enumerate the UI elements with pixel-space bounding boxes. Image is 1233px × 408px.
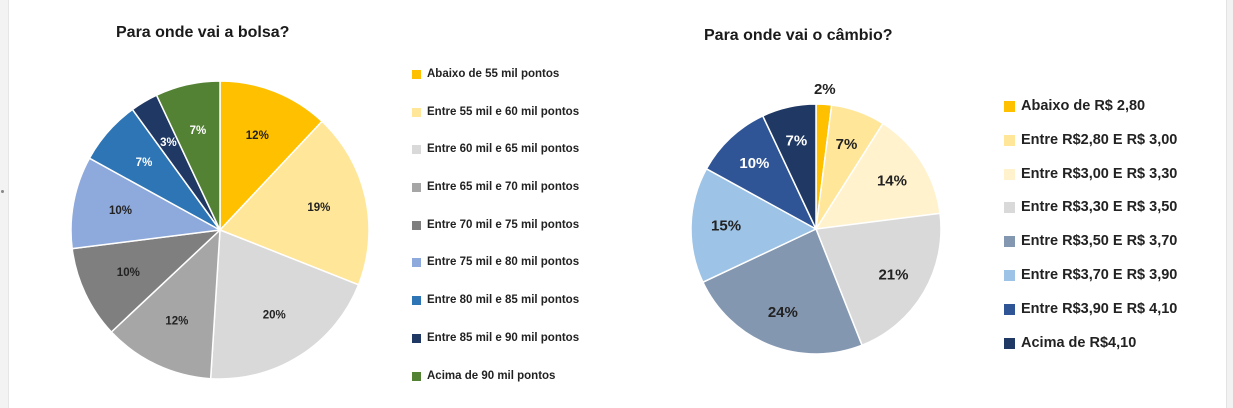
bolsa-legend-item-2: Entre 60 mil e 65 mil pontos xyxy=(412,143,579,181)
cambio-legend-label-2: Entre R$3,00 E R$ 3,30 xyxy=(1021,165,1178,182)
cambio-slice-3 xyxy=(814,212,942,347)
cambio-slice-6 xyxy=(705,114,818,231)
cambio-slice-5 xyxy=(690,167,818,284)
cambio-slice-label-3: 21% xyxy=(878,266,908,283)
bolsa-legend-label-5: Entre 75 mil e 80 mil pontos xyxy=(427,256,580,269)
cambio-legend-label-7: Acima de R$4,10 xyxy=(1021,334,1137,351)
gutter-marker xyxy=(1,190,4,193)
cambio-slice-label-4: 24% xyxy=(768,304,798,321)
cambio-legend-item-3: Entre R$3,30 E R$ 3,50 xyxy=(1004,199,1177,233)
bolsa-legend-item-6: Entre 80 mil e 85 mil pontos xyxy=(412,294,579,332)
bolsa-legend-item-0: Abaixo de 55 mil pontos xyxy=(412,68,579,106)
bolsa-legend-swatch-5 xyxy=(412,258,421,268)
cambio-slice-label-0: 2% xyxy=(814,81,836,98)
bolsa-slice-label-8: 7% xyxy=(190,125,207,137)
left-gutter xyxy=(0,0,9,408)
bolsa-slice-label-0: 12% xyxy=(246,130,269,142)
bolsa-slice-label-1: 19% xyxy=(307,202,330,214)
cambio-legend-swatch-1 xyxy=(1004,134,1015,146)
bolsa-slice-label-6: 7% xyxy=(136,157,153,169)
cambio-slice-label-6: 10% xyxy=(739,155,769,172)
cambio-slice-label-1: 7% xyxy=(836,136,858,153)
chart-title-bolsa: Para onde vai a bolsa? xyxy=(116,24,290,41)
bolsa-legend-swatch-4 xyxy=(412,220,421,230)
bolsa-legend-label-3: Entre 65 mil e 70 mil pontos xyxy=(427,181,580,194)
right-edge xyxy=(1226,0,1233,408)
cambio-legend-swatch-3 xyxy=(1004,202,1015,214)
bolsa-legend-item-3: Entre 65 mil e 70 mil pontos xyxy=(412,181,579,219)
bolsa-slice-label-2: 20% xyxy=(263,310,286,322)
cambio-legend-item-2: Entre R$3,00 E R$ 3,30 xyxy=(1004,166,1177,200)
bolsa-slice-label-7: 3% xyxy=(160,137,177,149)
bolsa-slice-8 xyxy=(155,80,221,231)
cambio-legend-swatch-4 xyxy=(1004,236,1015,248)
cambio-legend-item-1: Entre R$2,80 E R$ 3,00 xyxy=(1004,132,1177,166)
cambio-legend-label-1: Entre R$2,80 E R$ 3,00 xyxy=(1021,131,1178,148)
legend-cambio: Abaixo de R$ 2,80 Entre R$2,80 E R$ 3,00 E… xyxy=(1004,98,1177,368)
bolsa-slice-2 xyxy=(209,228,360,380)
cambio-legend-item-7: Acima de R$4,10 xyxy=(1004,335,1177,369)
cambio-legend-label-3: Entre R$3,30 E R$ 3,50 xyxy=(1021,199,1178,216)
pie-chart-bolsa: 12% 19% 20% 12% 10% 10% 7% 3% 7% xyxy=(70,80,370,380)
bolsa-slice-label-5: 10% xyxy=(109,205,132,217)
legend-bolsa: Abaixo de 55 mil pontos Entre 55 mil e 60… xyxy=(412,68,579,407)
cambio-legend-swatch-7 xyxy=(1004,337,1015,349)
chart-title-cambio: Para onde vai o câmbio? xyxy=(704,27,893,44)
bolsa-legend-item-1: Entre 55 mil e 60 mil pontos xyxy=(412,106,579,144)
cambio-legend-label-5: Entre R$3,70 E R$ 3,90 xyxy=(1021,266,1178,283)
bolsa-legend-label-2: Entre 60 mil e 65 mil pontos xyxy=(427,143,580,156)
bolsa-slice-5 xyxy=(70,157,223,250)
bolsa-legend-swatch-1 xyxy=(412,107,421,117)
cambio-legend-swatch-0 xyxy=(1004,101,1015,112)
bolsa-legend-swatch-6 xyxy=(412,296,421,306)
bolsa-legend-label-8: Acima de 90 mil pontos xyxy=(427,369,556,382)
bolsa-legend-item-5: Entre 75 mil e 80 mil pontos xyxy=(412,256,579,294)
bolsa-legend-item-7: Entre 85 mil e 90 mil pontos xyxy=(412,332,579,370)
bolsa-legend-label-7: Entre 85 mil e 90 mil pontos xyxy=(427,331,580,344)
cambio-slice-label-7: 7% xyxy=(786,133,808,150)
cambio-slice-2 xyxy=(814,122,941,230)
bolsa-slice-0 xyxy=(219,80,324,232)
cambio-slice-label-2: 14% xyxy=(877,172,907,189)
bolsa-legend-swatch-2 xyxy=(412,145,421,155)
bolsa-legend-swatch-8 xyxy=(412,371,421,381)
cambio-legend-item-6: Entre R$3,90 E R$ 4,10 xyxy=(1004,301,1177,335)
pie-chart-cambio: 2% 7% 14% 21% 24% 15% 10% 7% xyxy=(690,81,942,355)
bolsa-legend-item-8: Acima de 90 mil pontos xyxy=(412,370,579,408)
bolsa-legend-swatch-0 xyxy=(412,70,421,79)
cambio-legend-item-0: Abaixo de R$ 2,80 xyxy=(1004,98,1177,132)
cambio-slice-4 xyxy=(701,227,863,355)
bolsa-slice-3 xyxy=(110,228,221,380)
bolsa-slice-4 xyxy=(71,228,223,334)
bolsa-legend-label-4: Entre 70 mil e 75 mil pontos xyxy=(427,218,580,231)
bolsa-slice-label-4: 10% xyxy=(117,267,140,279)
cambio-legend-swatch-5 xyxy=(1004,269,1015,281)
cambio-legend-label-0: Abaixo de R$ 2,80 xyxy=(1021,98,1146,114)
bolsa-slice-label-3: 12% xyxy=(165,316,188,328)
bolsa-legend-label-1: Entre 55 mil e 60 mil pontos xyxy=(427,105,580,118)
cambio-legend-label-6: Entre R$3,90 E R$ 4,10 xyxy=(1021,300,1178,317)
bolsa-legend-swatch-3 xyxy=(412,183,421,193)
cambio-slice-7 xyxy=(761,103,817,230)
bolsa-legend-item-4: Entre 70 mil e 75 mil pontos xyxy=(412,219,579,257)
cambio-legend-item-4: Entre R$3,50 E R$ 3,70 xyxy=(1004,233,1177,267)
cambio-legend-label-4: Entre R$3,50 E R$ 3,70 xyxy=(1021,233,1178,250)
cambio-legend-item-5: Entre R$3,70 E R$ 3,90 xyxy=(1004,267,1177,301)
bolsa-legend-swatch-7 xyxy=(412,333,421,343)
bolsa-legend-label-0: Abaixo de 55 mil pontos xyxy=(427,68,560,80)
bolsa-legend-label-6: Entre 80 mil e 85 mil pontos xyxy=(427,294,580,307)
cambio-legend-swatch-2 xyxy=(1004,168,1015,180)
cambio-slice-label-5: 15% xyxy=(711,218,741,235)
cambio-legend-swatch-6 xyxy=(1004,303,1015,315)
